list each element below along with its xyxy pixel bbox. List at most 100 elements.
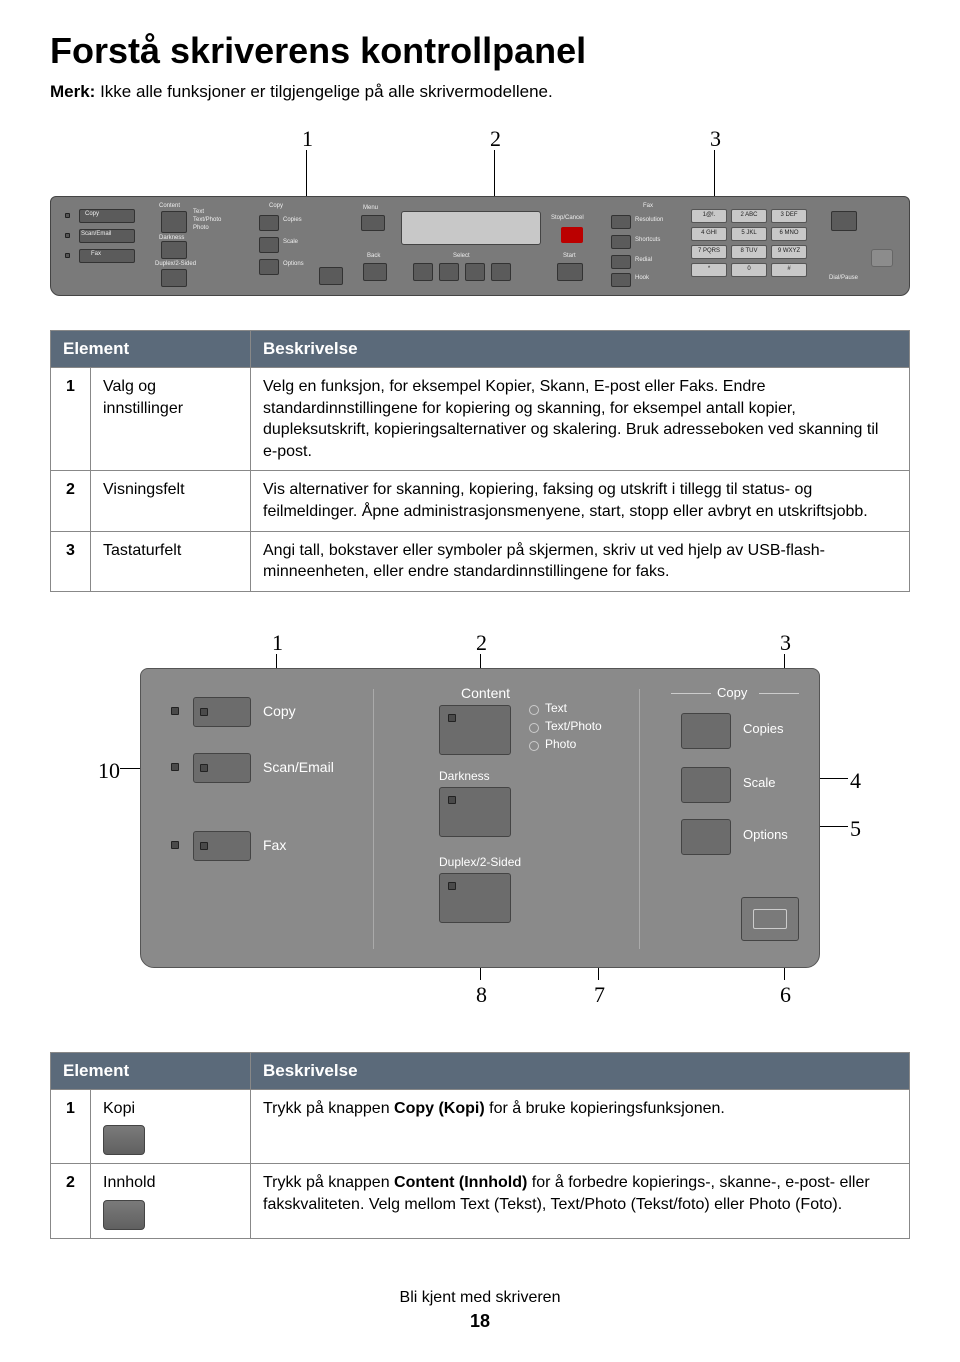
copy-label: Copy [85,211,99,217]
lcd-display [401,211,541,245]
row-name-text: Innhold [103,1174,156,1191]
copy-group-label: Copy [269,203,283,209]
desc-bold: Content (Innhold) [394,1174,527,1191]
row-name: Tastaturfelt [91,531,251,591]
scan-label: Scan/Email [81,231,111,237]
d2-callout-8: 8 [476,982,487,1008]
note: Merk: Ikke alle funksjoner er tilgjengel… [50,82,910,102]
textphoto-label: Text/Photo [545,719,602,733]
d2-callout-3: 3 [780,630,791,656]
duplex-label: Duplex/2-Sided [155,261,196,267]
table-row: 3 Tastaturfelt Angi tall, bokstaver elle… [51,531,910,591]
row-num: 2 [51,471,91,531]
key-0: 0 [731,263,767,277]
scan-button [193,753,251,783]
photo-label: Photo [193,225,209,231]
callout-2: 2 [490,126,501,152]
fax-label: Fax [263,837,286,853]
d2-callout-7: 7 [594,982,605,1008]
d2-callout-6: 6 [780,982,791,1008]
stop-button [561,227,583,243]
darkness-label: Darkness [159,235,184,241]
page-title: Forstå skriverens kontrollpanel [50,30,910,72]
row-desc: Trykk på knappen Content (Innhold) for å… [251,1164,910,1239]
back-label: Back [367,253,380,259]
th-element: Element [51,1052,251,1089]
callout-1: 1 [302,126,313,152]
scale-label: Scale [743,775,776,790]
key-2: 2 ABC [731,209,767,223]
text-label: Text [193,209,204,215]
row-name: Valg og innstillinger [91,368,251,471]
th-desc: Beskrivelse [251,1052,910,1089]
hook-label: Hook [635,275,649,281]
back-button [363,263,387,281]
footer-section: Bli kjent med skriveren [50,1289,910,1307]
panel-detail-body: Copy Scan/Email Fax Content Text Text/Ph… [140,668,820,968]
key-3: 3 DEF [771,209,807,223]
key-1: 1@!. [691,209,727,223]
d2-callout-2: 2 [476,630,487,656]
copy-group-label: Copy [717,685,747,700]
d2-callout-4: 4 [850,768,861,794]
copies-label: Copies [283,217,302,223]
row-desc: Velg en funksjon, for eksempel Kopier, S… [251,368,910,471]
nav-right2 [491,263,511,281]
nav-ok [439,263,459,281]
duplex-button [161,269,187,287]
stop-label: Stop/Cancel [551,215,584,221]
key-9: 9 WXYZ [771,245,807,259]
dial-pause-label: Dial/Pause [829,275,858,281]
copies-button [681,713,731,749]
table-row: 1 Kopi Trykk på knappen Copy (Kopi) for … [51,1089,910,1164]
scan-label: Scan/Email [263,759,334,775]
darkness-button [439,787,511,837]
photo-label: Photo [545,737,576,751]
row-num: 3 [51,531,91,591]
row-desc: Trykk på knappen Copy (Kopi) for å bruke… [251,1089,910,1164]
duplex-button [439,873,511,923]
button-icon [103,1200,145,1230]
darkness-button [161,241,187,259]
desc-bold: Copy (Kopi) [394,1100,485,1117]
table-elements-1: Element Beskrivelse 1 Valg og innstillin… [50,330,910,592]
options-label: Options [283,261,304,267]
row-num: 2 [51,1164,91,1239]
button-icon [103,1125,145,1155]
footer-page-number: 18 [50,1311,910,1332]
key-star: * [691,263,727,277]
menu-button [361,215,385,231]
th-element: Element [51,331,251,368]
desc-pre: Trykk på knappen [263,1174,394,1191]
shortcuts-label: Shortcuts [635,237,660,243]
content-button [439,705,511,755]
scale-button [259,237,279,253]
note-label: Merk: [50,82,95,101]
d2-callout-10: 10 [98,758,120,784]
table-row: 2 Visningsfelt Vis alternativer for skan… [51,471,910,531]
addr-book-button [319,267,343,285]
th-desc: Beskrivelse [251,331,910,368]
row-desc: Angi tall, bokstaver eller symboler på s… [251,531,910,591]
d2-callout-5: 5 [850,816,861,842]
duplex-label: Duplex/2-Sided [439,855,521,869]
key-hash: # [771,263,807,277]
redial-label: Redial [635,257,652,263]
resolution-label: Resolution [635,217,663,223]
desc-pre: Trykk på knappen [263,1100,394,1117]
row-num: 1 [51,368,91,471]
key-4: 4 GHI [691,227,727,241]
menu-label: Menu [363,205,378,211]
content-label: Content [159,203,180,209]
shortcuts-button [611,235,631,249]
key-6: 6 MNO [771,227,807,241]
row-name: Innhold [91,1164,251,1239]
row-name: Visningsfelt [91,471,251,531]
usb-port [871,249,893,267]
copies-button [259,215,279,231]
options-button [681,819,731,855]
redial-button [611,255,631,269]
key-7: 7 PQRS [691,245,727,259]
panel-diagram-detail: 1 2 3 4 5 6 7 8 9 10 Copy Scan/Email Fax… [80,622,880,1012]
fax-button [193,831,251,861]
